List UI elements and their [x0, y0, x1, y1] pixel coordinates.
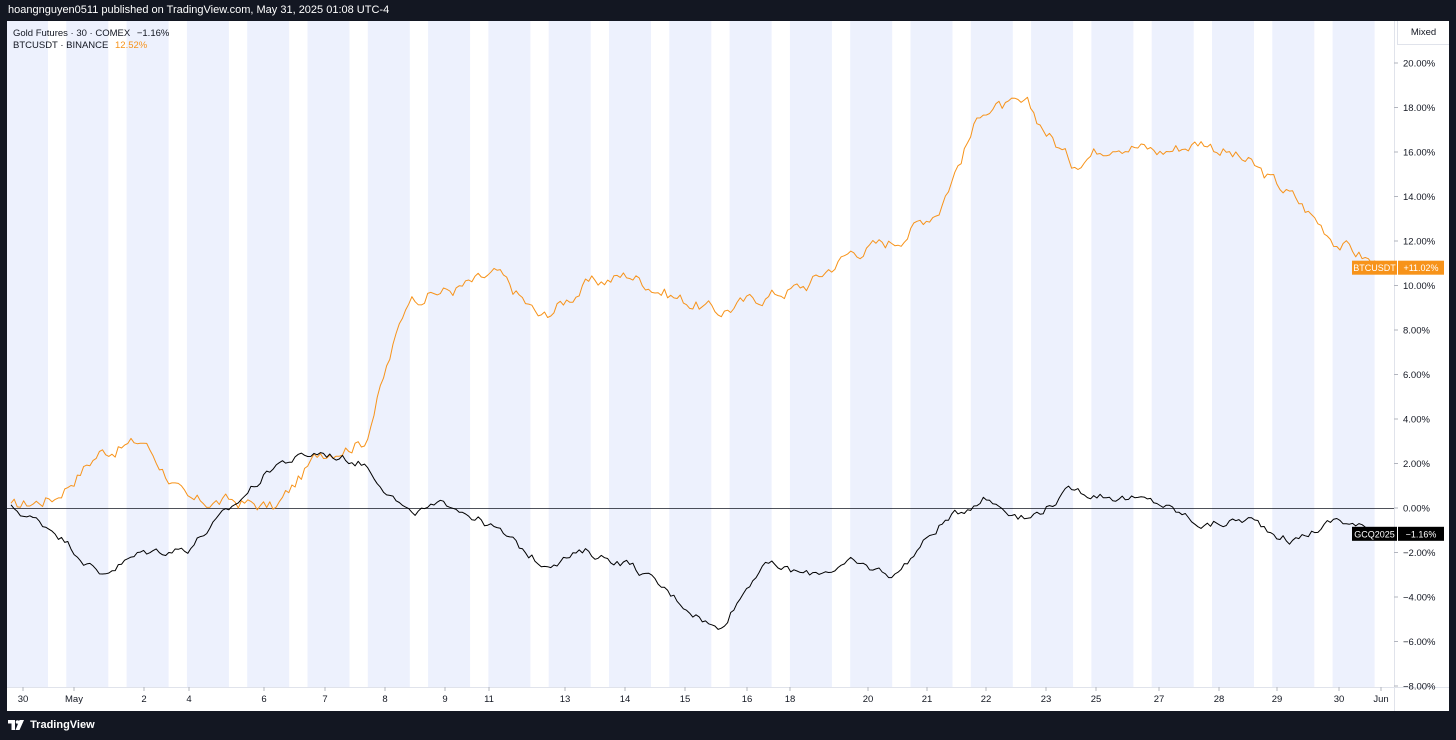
y-tick-label: −4.00%: [1403, 593, 1436, 604]
session-band: [1031, 21, 1074, 687]
x-tick-label: 4: [186, 694, 191, 705]
y-tick-label: −6.00%: [1403, 637, 1436, 648]
footer-bar: TradingView: [0, 711, 1456, 740]
x-tick-label: 18: [785, 694, 796, 705]
x-tick-label: 13: [560, 694, 571, 705]
x-tick-label: 23: [1041, 694, 1052, 705]
x-tick-label: 25: [1091, 694, 1102, 705]
session-band: [428, 21, 471, 687]
session-band: [247, 21, 290, 687]
x-tick-label: 9: [442, 694, 447, 705]
tradingview-logo[interactable]: TradingView: [8, 719, 95, 731]
x-tick-label: 14: [620, 694, 631, 705]
x-tick-label: 15: [680, 694, 691, 705]
footer-brand: TradingView: [30, 719, 95, 731]
y-tick-label: 2.00%: [1403, 459, 1430, 470]
chart-canvas[interactable]: 20.00%18.00%16.00%14.00%12.00%10.00%8.00…: [7, 21, 1449, 711]
x-tick-label: 29: [1272, 694, 1283, 705]
session-band: [1212, 21, 1254, 687]
session-band: [850, 21, 893, 687]
x-tick-label: 8: [382, 694, 387, 705]
series-line-btcusdt: [10, 96, 1382, 511]
x-tick-label: 30: [1334, 694, 1345, 705]
session-band: [488, 21, 531, 687]
x-tick-label: 16: [742, 694, 753, 705]
y-tick-label: 6.00%: [1403, 370, 1430, 381]
session-band: [367, 21, 410, 687]
series-tag-name: BTCUSDT: [1353, 263, 1396, 273]
last-value-tags: BTCUSDT +11.02% GCQ2025 −1.16%: [1352, 260, 1444, 541]
legend-btc[interactable]: BTCUSDT · BINANCE 12.52%: [13, 40, 169, 52]
y-tick-label: 20.00%: [1403, 59, 1436, 70]
series-tag-bg: [1352, 260, 1397, 275]
series-value-label: −1.16%: [1406, 529, 1437, 539]
session-band: [7, 21, 48, 687]
y-tick-label: 16.00%: [1403, 148, 1436, 159]
legend-btc-value: 12.52%: [115, 40, 148, 51]
chart-panel[interactable]: 20.00% 18.00% 16.00% 14.00% 12.00% 10.00% 8.00…: [7, 21, 1449, 711]
chart-legend: Gold Futures · 30 · COMEX −1.16% BTCUSDT…: [13, 28, 169, 52]
publish-header: hoangnguyen0511 published on TradingView…: [0, 0, 1456, 21]
x-tick-label: 21: [922, 694, 933, 705]
x-tick-label: 28: [1214, 694, 1225, 705]
session-band: [1332, 21, 1375, 687]
x-tick-label: 7: [322, 694, 327, 705]
y-tick-label: 12.00%: [1403, 237, 1436, 248]
x-tick-label: 20: [863, 694, 874, 705]
legend-btc-label: BTCUSDT · BINANCE: [13, 40, 109, 51]
x-tick-label: 30: [18, 694, 29, 705]
session-bands: [7, 21, 1375, 687]
series-value-bg: [1398, 526, 1444, 541]
x-tick-label: 2: [141, 694, 146, 705]
publish-header-text: hoangnguyen0511 published on TradingView…: [8, 4, 390, 16]
session-band: [307, 21, 350, 687]
series-tag-name: GCQ2025: [1354, 529, 1395, 539]
price-scale: 20.00% 18.00% 16.00% 14.00% 12.00% 10.00% 8.00…: [1394, 21, 1449, 693]
y-tick-label: 4.00%: [1403, 415, 1430, 426]
scale-mode-button[interactable]: Mixed: [1397, 21, 1449, 45]
tradingview-logo-icon: [8, 720, 24, 731]
session-band: [186, 21, 229, 687]
session-band: [126, 21, 169, 687]
x-tick-label: 11: [484, 694, 494, 705]
y-tick-label: 14.00%: [1403, 192, 1436, 203]
series-value-bg: [1398, 260, 1444, 275]
y-tick-label: 0.00%: [1403, 504, 1430, 515]
x-tick-label: Jun: [1373, 694, 1388, 705]
series-group: [10, 96, 1382, 630]
session-band: [669, 21, 712, 687]
session-band: [729, 21, 772, 687]
x-tick-label: 6: [261, 694, 266, 705]
session-band: [1091, 21, 1134, 687]
x-tick-label: 22: [981, 694, 992, 705]
session-band: [910, 21, 953, 687]
session-band: [789, 21, 832, 687]
x-tick-label: May: [65, 694, 83, 705]
legend-gold-value: −1.16%: [136, 28, 170, 39]
series-tag-bg: [1352, 526, 1397, 541]
x-tick-label: 27: [1154, 694, 1165, 705]
session-band: [66, 21, 109, 687]
legend-gold-label: Gold Futures · 30 · COMEX: [13, 28, 131, 39]
session-band: [1272, 21, 1315, 687]
session-band: [1151, 21, 1194, 687]
session-band: [548, 21, 591, 687]
y-tick-label: −8.00%: [1403, 682, 1436, 693]
session-band: [609, 21, 651, 687]
y-tick-label: 18.00%: [1403, 103, 1436, 114]
session-band: [970, 21, 1013, 687]
y-tick-label: 10.00%: [1403, 281, 1436, 292]
legend-gold[interactable]: Gold Futures · 30 · COMEX −1.16%: [13, 28, 169, 40]
time-scale: 30 May 2 4 6 7 8 9 11 13 14 15 16 18 20 21 22 23 25 27 28 29 3…: [18, 687, 1389, 705]
series-line-gcq2025: [10, 452, 1382, 630]
y-tick-label: −2.00%: [1403, 548, 1436, 559]
y-tick-label: 8.00%: [1403, 326, 1430, 337]
price-scale-bg: [1395, 21, 1449, 687]
series-value-label: +11.02%: [1403, 263, 1438, 273]
